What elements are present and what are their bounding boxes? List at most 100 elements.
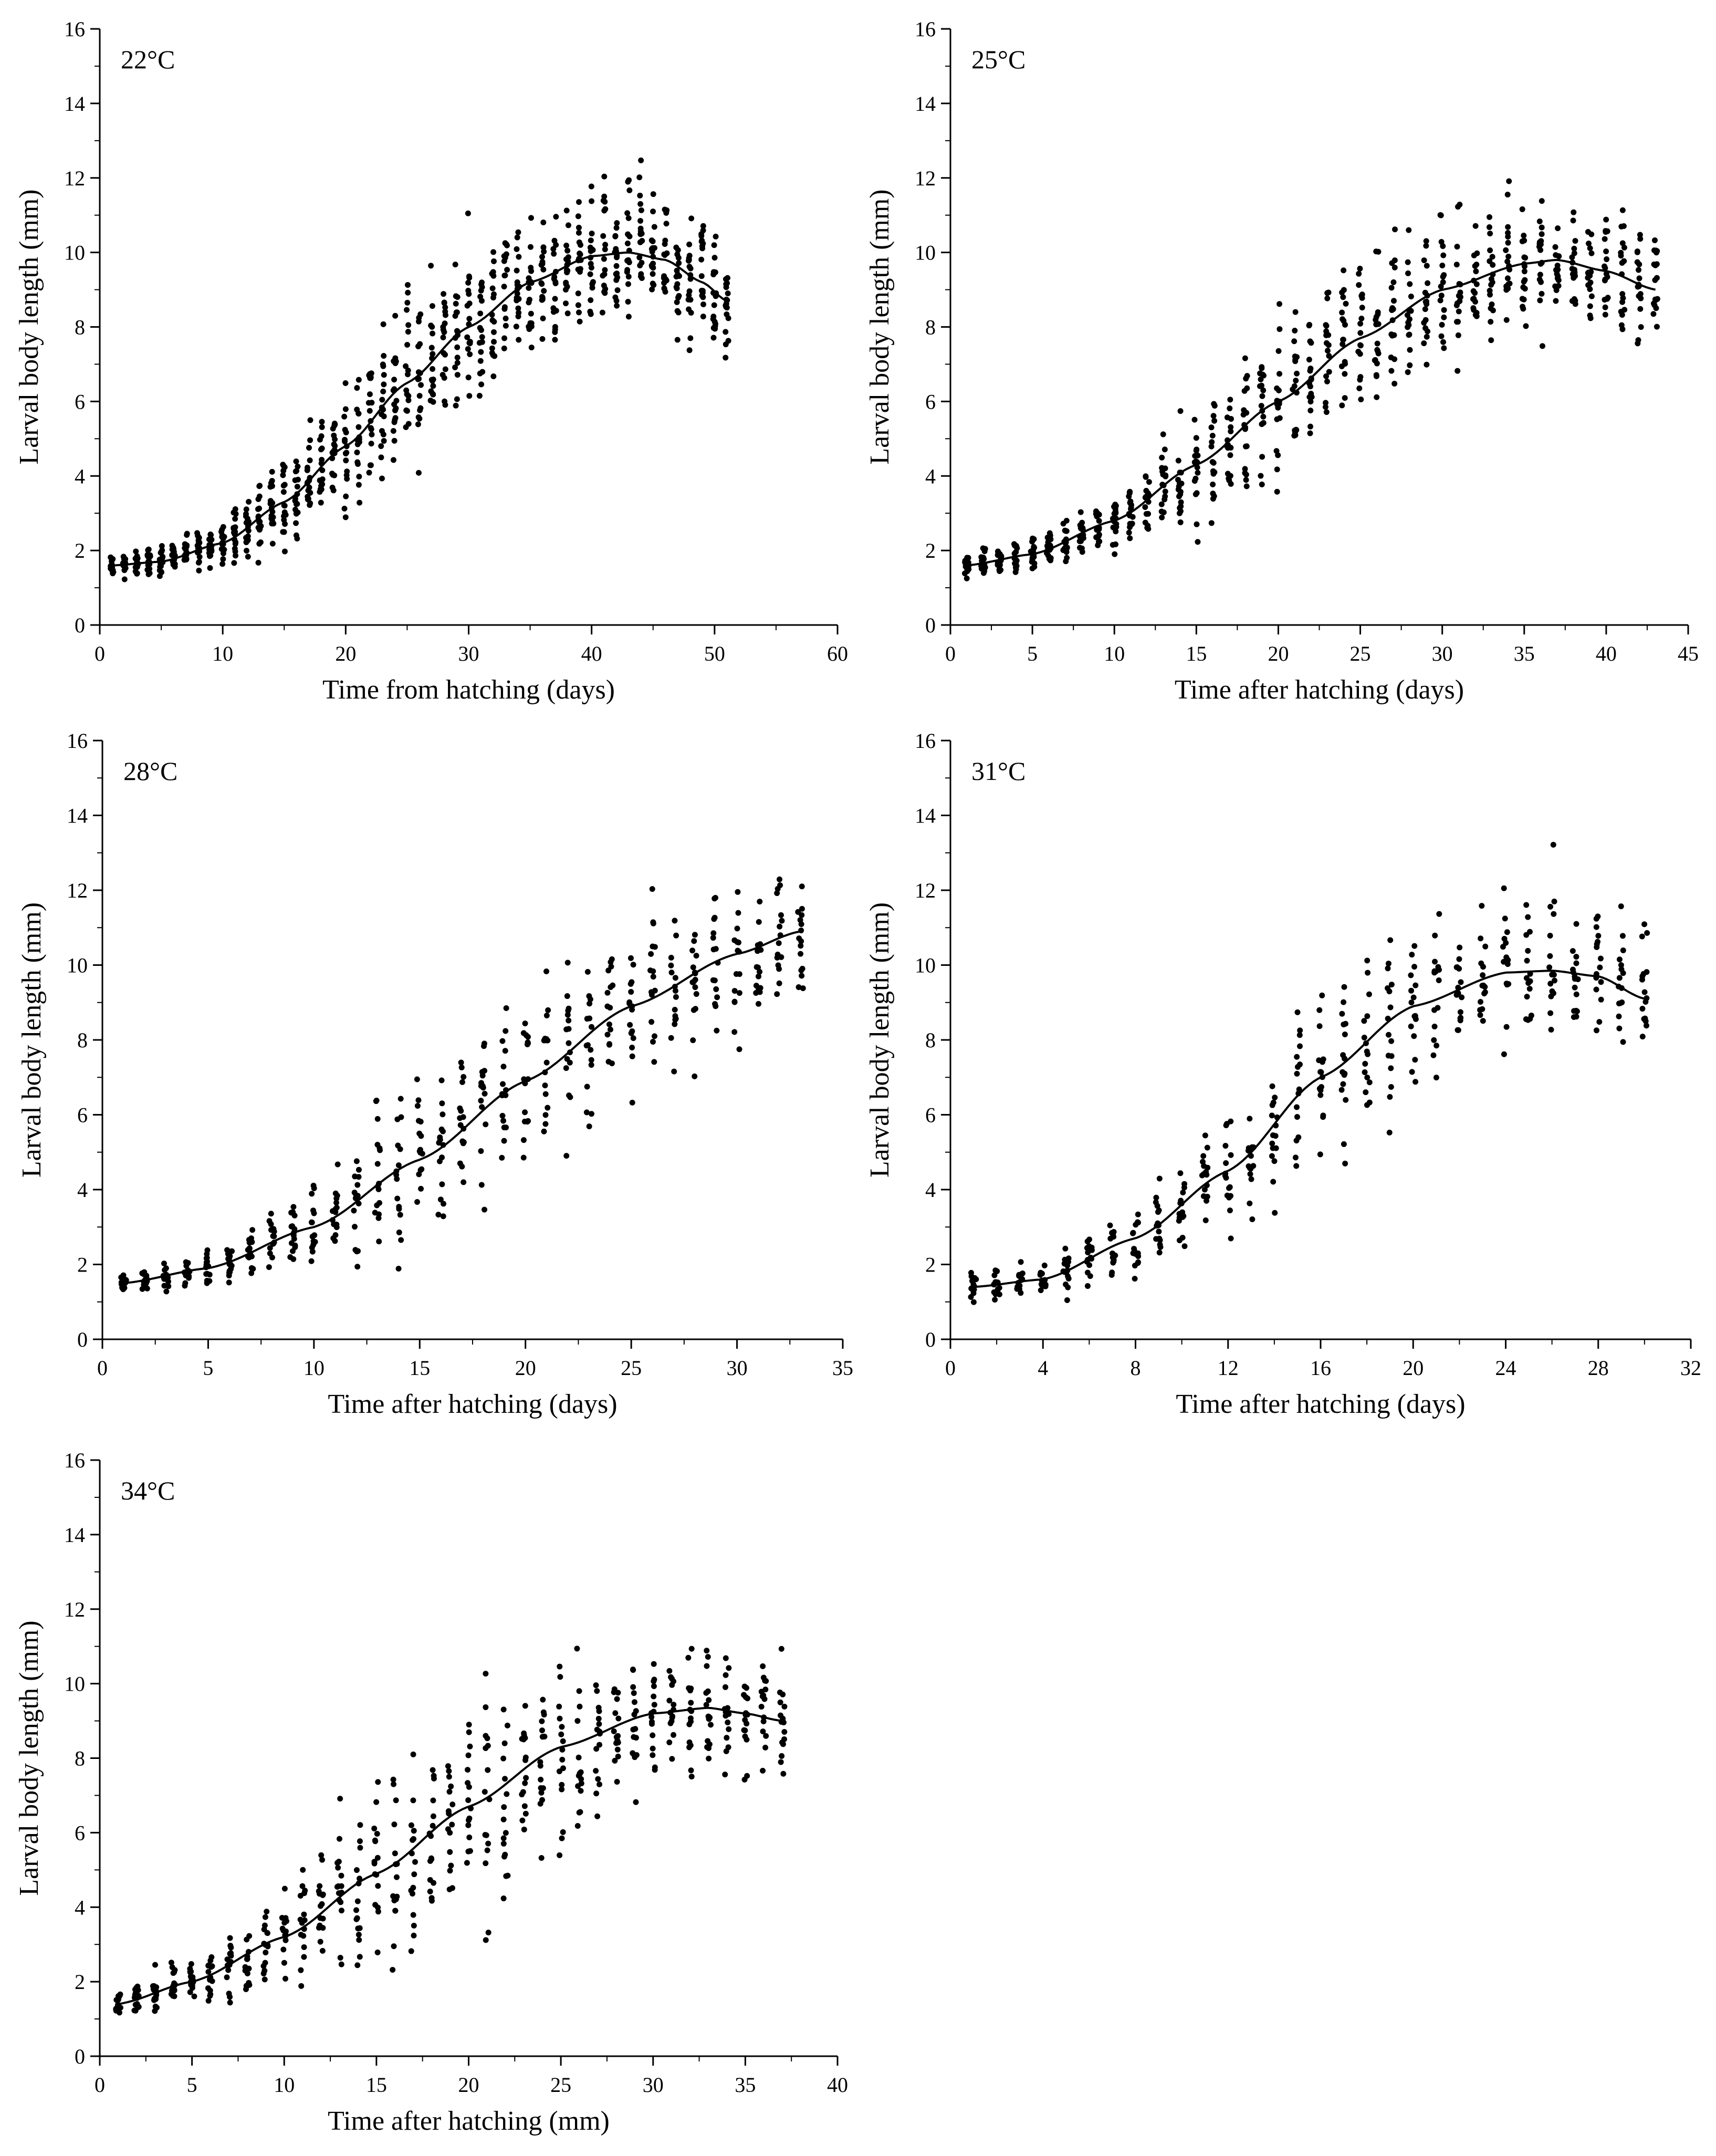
data-point (1340, 1081, 1346, 1087)
data-point (459, 1138, 466, 1144)
data-point (1555, 277, 1562, 284)
x-tick-label: 15 (366, 2073, 387, 2097)
data-point (1224, 1192, 1230, 1199)
data-point (1365, 1051, 1371, 1057)
data-point (1650, 311, 1657, 317)
data-point (415, 1118, 422, 1124)
data-point (479, 334, 485, 340)
data-point (1208, 520, 1215, 526)
data-point (372, 1210, 378, 1216)
data-point (228, 1263, 235, 1269)
data-point (780, 1720, 787, 1726)
data-point (208, 1954, 215, 1960)
data-point (1178, 503, 1184, 509)
data-point (992, 1267, 999, 1274)
data-point (228, 1944, 234, 1951)
y-axis-title: Larval body length (mm) (14, 1620, 44, 1895)
data-point (704, 1648, 710, 1654)
data-point (514, 246, 520, 252)
data-point (1587, 245, 1593, 252)
data-point (1179, 1209, 1186, 1215)
data-point (796, 935, 802, 942)
data-point (298, 1983, 305, 1989)
data-point (1228, 1118, 1234, 1124)
data-point (1639, 933, 1645, 940)
data-point (1478, 935, 1484, 942)
data-point (1407, 362, 1413, 368)
data-point (627, 955, 634, 961)
data-point (171, 549, 177, 555)
data-point (428, 345, 435, 351)
data-point (1425, 280, 1431, 286)
data-point (1479, 903, 1485, 909)
data-point (1438, 283, 1444, 289)
data-point (1436, 911, 1442, 917)
data-point (614, 287, 621, 293)
data-point (1208, 443, 1215, 450)
data-point (354, 1898, 361, 1904)
data-point (184, 530, 190, 537)
data-point (1506, 280, 1513, 287)
data-point (1243, 483, 1250, 489)
data-point (1654, 248, 1660, 254)
data-point (1363, 1089, 1369, 1096)
data-point (594, 1726, 600, 1733)
data-point (731, 937, 738, 943)
data-point (1501, 935, 1508, 942)
data-point (1210, 496, 1216, 502)
data-point (500, 1064, 507, 1070)
data-point (447, 1849, 453, 1855)
data-point (500, 1118, 507, 1124)
data-point (356, 439, 362, 445)
data-point (1482, 943, 1489, 950)
data-point (246, 1933, 253, 1939)
data-point (593, 1790, 600, 1797)
data-point (541, 1128, 547, 1134)
data-point (484, 1847, 490, 1853)
data-point (1375, 248, 1382, 255)
data-point (503, 1005, 509, 1012)
y-tick-label: 6 (75, 390, 85, 413)
data-point (1388, 1065, 1394, 1071)
data-point (774, 890, 780, 897)
data-point (438, 1077, 445, 1084)
data-point (429, 378, 435, 384)
data-point (141, 1282, 147, 1288)
data-point (1434, 1043, 1440, 1049)
data-point (552, 337, 558, 343)
data-point (1366, 1079, 1373, 1086)
data-point (564, 1012, 571, 1018)
x-tick-label: 0 (97, 1356, 108, 1380)
data-point (1087, 1273, 1093, 1279)
data-point (368, 426, 374, 432)
data-point (693, 953, 699, 959)
data-point (1319, 992, 1325, 998)
data-point (355, 1174, 362, 1180)
data-point (980, 570, 987, 576)
data-point (1602, 297, 1608, 303)
data-point (338, 1908, 344, 1914)
data-point (539, 1718, 545, 1724)
data-point (1588, 250, 1595, 256)
data-point (668, 962, 674, 968)
data-point (1525, 947, 1531, 954)
y-axis-title: Larval body length (mm) (865, 189, 895, 464)
data-point (542, 1091, 549, 1097)
data-point (762, 1744, 769, 1751)
data-point (1078, 526, 1084, 532)
data-point (1572, 273, 1578, 279)
data-point (458, 1108, 464, 1114)
data-point (1421, 319, 1427, 326)
data-point (1620, 1039, 1626, 1045)
data-point (539, 254, 546, 260)
data-point (1113, 528, 1119, 535)
data-point (281, 463, 287, 470)
data-point (713, 986, 719, 992)
data-point (674, 267, 680, 274)
data-point (1587, 303, 1593, 309)
data-point (1503, 287, 1510, 293)
data-point (354, 1193, 361, 1199)
data-point (156, 573, 163, 579)
data-point (378, 443, 384, 449)
data-point (559, 1782, 565, 1788)
